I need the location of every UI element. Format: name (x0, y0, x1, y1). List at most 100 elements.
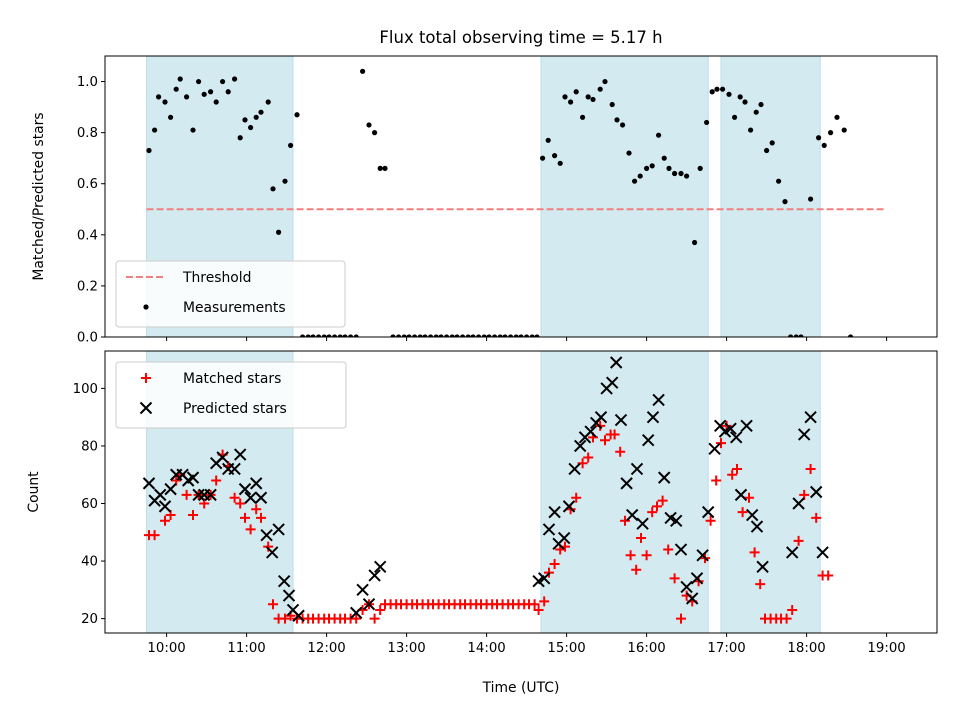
matched-star-point (369, 613, 380, 624)
measurement-point (492, 334, 498, 337)
matched-star-point (211, 475, 222, 486)
plot-frame (104, 350, 938, 634)
measurement-point (360, 68, 366, 74)
y-tick-label: 0.8 (77, 126, 98, 141)
measurement-point (529, 334, 535, 337)
measurement-point (793, 334, 799, 337)
measurement-point (390, 334, 396, 337)
measurement-point (316, 334, 322, 337)
matched-star-point (652, 501, 662, 512)
measurement-point (449, 334, 455, 337)
matched-star-point (657, 495, 668, 506)
measurement-point (406, 334, 412, 337)
measurement-point (190, 127, 196, 133)
y-axis-label: Matched/Predicted stars (31, 112, 47, 280)
measurement-point (573, 89, 579, 95)
y-tick-label: 80 (81, 439, 98, 454)
measurement-point (614, 117, 620, 123)
predicted-star-point (685, 592, 699, 605)
measurement-point (152, 127, 158, 133)
measurement-point (177, 76, 183, 82)
matched-star-point (811, 512, 822, 523)
predicted-star-point (233, 448, 247, 461)
measurement-point (568, 99, 574, 105)
predicted-star-point (158, 500, 172, 513)
predicted-star-point (238, 482, 252, 496)
predicted-star-point (816, 546, 829, 559)
measurement-point (168, 114, 174, 120)
predicted-star-point (356, 583, 369, 597)
predicted-star-point (272, 523, 285, 536)
measurement-point (540, 155, 546, 161)
matched-star-point (268, 599, 278, 610)
y-tick-label: 60 (81, 497, 98, 512)
matched-star-point (529, 599, 540, 610)
matched-star-point (609, 429, 620, 440)
measurement-point (764, 147, 770, 154)
legend-predicted-swatch (139, 401, 153, 415)
shaded-interval (720, 55, 821, 338)
measurement-point (326, 334, 332, 337)
y-tick-label: 0.4 (77, 228, 98, 243)
measurement-point (465, 334, 471, 337)
measurement-point (265, 99, 271, 105)
measurement-point (196, 78, 202, 85)
measurement-point (502, 334, 508, 337)
matched-star-point (805, 463, 816, 474)
measurement-point (366, 122, 372, 128)
measurement-point (310, 334, 316, 337)
measurement-point (684, 173, 690, 179)
matched-star-point (641, 550, 652, 561)
predicted-star-point (265, 546, 279, 559)
measurement-point (808, 196, 814, 202)
measurement-point (557, 160, 563, 166)
matched-star-point (676, 613, 686, 624)
predicted-star-point (573, 439, 587, 453)
measurement-point (513, 334, 519, 337)
matched-star-point (188, 510, 198, 521)
measurement-point (412, 334, 418, 337)
measurement-point (497, 334, 503, 337)
x-tick-label: 17:00 (707, 641, 745, 656)
measurement-point (253, 114, 259, 120)
measurement-point (828, 130, 834, 136)
measurement-point (201, 91, 207, 97)
measurement-point (590, 96, 596, 103)
measurement-point (626, 150, 632, 156)
matched-star-point (749, 547, 760, 558)
measurement-point (585, 94, 591, 100)
measurement-point (709, 89, 715, 95)
matched-star-point (181, 489, 192, 500)
predicted-star-point (729, 431, 743, 444)
predicted-star-point (680, 580, 693, 594)
measurement-point (666, 165, 672, 171)
measurement-point (748, 127, 754, 133)
matched-star-point (732, 463, 742, 474)
predicted-star-point (537, 572, 551, 585)
measurement-point (697, 165, 703, 171)
legend-box (115, 260, 346, 328)
measurement-point (382, 165, 388, 171)
measurement-point (692, 239, 698, 246)
matched-star-point (375, 604, 386, 615)
measurement-point (417, 334, 423, 337)
measurement-point (609, 101, 615, 108)
y-axis-label: Count (26, 471, 42, 513)
measurement-point (282, 178, 288, 184)
measurement-point (470, 334, 476, 337)
matched-star-point (533, 604, 544, 615)
predicted-star-point (292, 609, 305, 622)
predicted-star-point (690, 572, 704, 585)
predicted-star-point (614, 413, 628, 427)
predicted-star-point (349, 606, 363, 620)
predicted-star-point (584, 425, 597, 438)
predicted-star-point (254, 491, 268, 504)
measurement-point (258, 109, 264, 115)
shaded-interval (720, 350, 821, 634)
predicted-star-point (362, 598, 376, 611)
predicted-star-point (142, 477, 156, 490)
y-tick-label: 0.2 (77, 279, 98, 294)
measurement-point (225, 89, 231, 95)
measurement-point (444, 334, 450, 337)
measurement-point (742, 99, 748, 105)
